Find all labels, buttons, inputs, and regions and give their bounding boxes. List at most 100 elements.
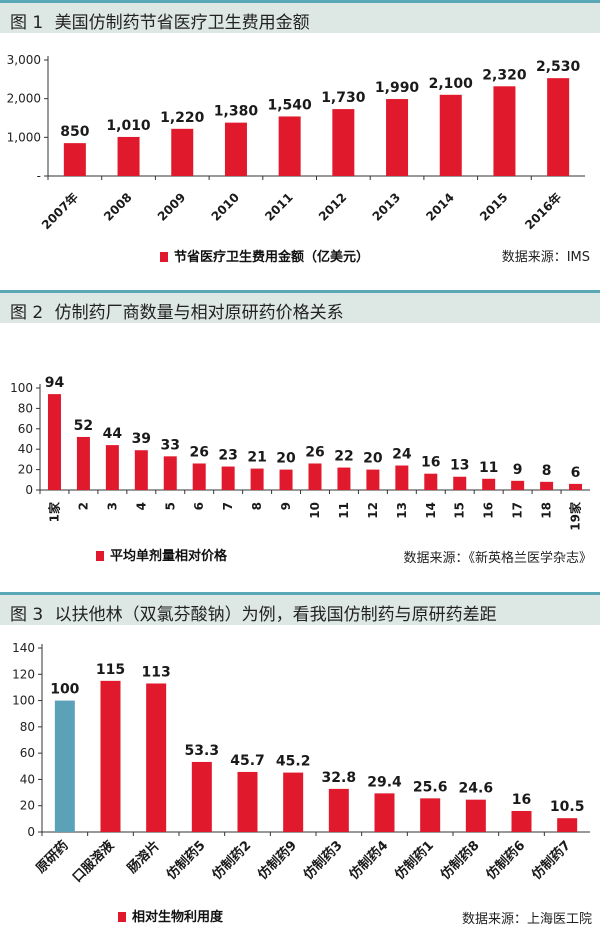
data-label: 6 [571,465,581,481]
data-label: 52 [74,418,93,434]
bar [279,469,293,490]
y-tick-label: 3,000 [7,53,41,67]
x-tick-label: 2016年 [522,190,565,233]
bar [308,463,322,490]
data-label: 45.2 [276,754,311,770]
chart-panel-1: 图 1 美国仿制药节省医疗卫生费用金额 - 1,000 2,000 3,000 850 2… [0,0,600,290]
x-tick-label: 仿制药2 [209,838,254,883]
bar [366,469,380,490]
chart-3-svg: 0 20 40 60 80 100 120 140 100 原研药 115 口服溶液 113 肠溶片 53.… [12,641,590,886]
bar [117,136,140,176]
x-tick-label: 5 [163,502,177,510]
bar [482,478,496,490]
y-tick-label: 20 [18,463,33,477]
x-tick-label: 17 [511,502,525,519]
legend-swatch [118,912,126,922]
y-tick-label: 60 [18,422,33,436]
bar [395,465,409,490]
data-label: 1,010 [106,118,151,134]
x-tick-label: 4 [134,502,148,510]
data-label: 16 [512,792,531,808]
data-label: 2,530 [536,59,581,75]
bar [191,761,212,832]
bar [221,466,235,490]
x-tick-label: 13 [395,502,409,519]
y-tick-label: 0 [27,825,35,839]
legend-label: 节省医疗卫生费用金额（亿美元） [174,250,370,265]
chart-3-source: 数据来源：上海医工院 [461,912,592,927]
x-tick-label: 2011 [262,190,296,224]
bar [146,683,167,832]
data-label: 1,380 [214,104,259,120]
data-label: 115 [96,662,125,678]
x-tick-label: 15 [453,502,467,519]
x-tick-label: 14 [424,502,438,519]
x-tick-label: 2014 [423,190,457,224]
data-label: 39 [132,431,151,447]
bar [439,94,462,176]
bar [332,109,355,176]
bar [54,700,75,832]
x-tick-label: 仿制药3 [300,838,345,883]
bar [237,771,258,832]
bar [105,445,119,490]
data-label: 32.8 [322,770,357,786]
bar [557,818,578,832]
y-tick-label: - [37,169,41,183]
bar [76,436,90,490]
divider-1 [0,272,600,290]
bar [374,793,395,832]
panel-3-top-rule [0,592,600,595]
chart-1-legend: 节省医疗卫生费用金额（亿美元） [160,246,369,265]
x-tick-label: 9 [279,502,293,510]
data-label: 1,540 [268,97,313,113]
data-label: 25.6 [413,779,448,795]
bar [134,450,148,490]
data-label: 13 [450,458,469,474]
panel-1-title-text: 美国仿制药节省医疗卫生费用金额 [54,13,310,33]
bar [283,772,304,832]
y-tick-label: 100 [12,694,35,708]
bar [250,468,264,490]
bar [163,456,177,490]
chart-panel-2: 图 2 仿制药厂商数量与相对原研药价格关系 0 20 40 60 80 100 94 1家 52… [0,290,600,580]
x-tick-label: 仿制药7 [529,838,574,883]
x-tick-label: 仿制药1 [392,838,437,883]
panel-1-top-rule [0,0,600,3]
x-tick-label: 2013 [370,190,404,224]
data-label: 21 [247,450,266,466]
panel-3-fig-number: 图 3 [10,605,44,625]
bar [100,680,121,832]
data-label: 44 [103,426,123,442]
data-label: 9 [513,462,523,478]
legend-swatch [160,252,168,262]
bar [386,99,409,176]
x-tick-label: 仿制药4 [346,838,391,883]
y-tick-label: 100 [10,381,33,395]
bar [192,463,206,490]
x-tick-label: 7 [221,502,235,510]
y-tick-label: 2,000 [7,92,41,106]
legend-label: 相对生物利用度 [132,910,224,925]
x-tick-label: 16 [482,502,496,519]
panel-1-fig-number: 图 1 [10,13,44,33]
bar [465,799,486,832]
bar [453,476,467,490]
data-label: 94 [45,375,65,391]
panel-2-fig-number: 图 2 [10,303,44,323]
x-tick-label: 2007年 [38,190,81,233]
data-label: 23 [218,448,237,464]
y-tick-label: 0 [25,483,33,497]
x-tick-label: 1家 [46,501,61,522]
y-tick-label: 140 [12,641,35,655]
x-tick-label: 2008 [101,190,135,224]
data-label: 26 [189,444,208,460]
data-label: 850 [60,124,89,140]
data-label: 2,100 [429,76,474,92]
data-label: 20 [363,451,383,467]
chart-2-source: 数据来源：《新英格兰医学杂志》 [403,551,592,566]
x-tick-label: 2015 [477,190,511,224]
x-tick-label: 仿制药8 [437,838,482,883]
panel-3-title-text: 以扶他林（双氯芬酸钠）为例，看我国仿制药与原研药差距 [54,605,497,625]
